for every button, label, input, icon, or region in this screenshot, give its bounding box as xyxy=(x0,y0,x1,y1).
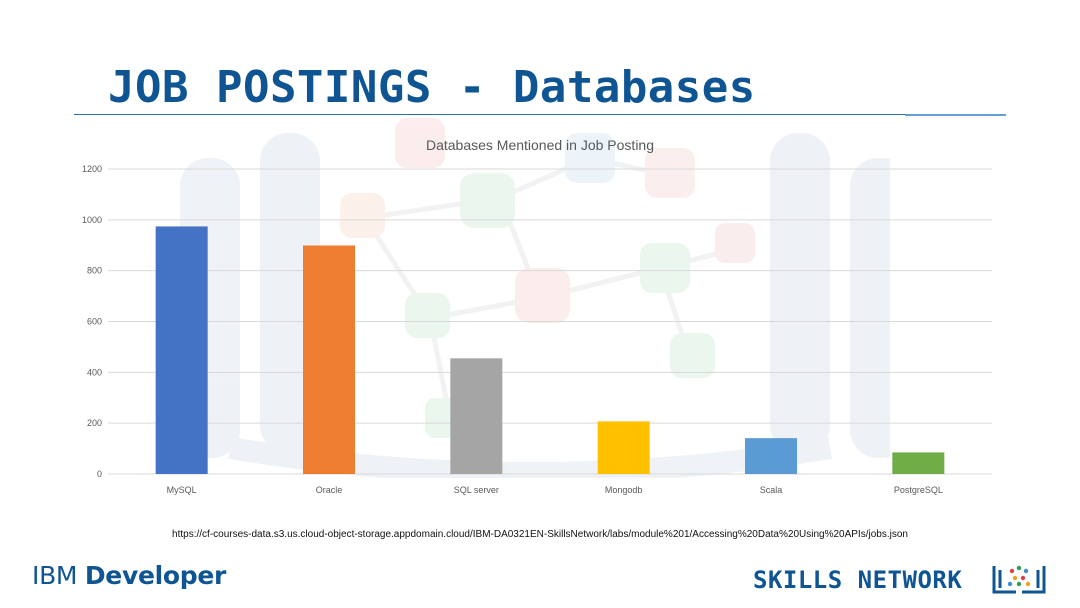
x-axis-categories: MySQL Oracle SQL server Mongodb Scala Postgre… xyxy=(167,485,943,495)
bar-mysql xyxy=(155,226,208,474)
y-tick-label: 200 xyxy=(87,418,102,428)
chart-title: Databases Mentioned in Job Posting xyxy=(426,137,654,153)
title-divider xyxy=(74,114,1006,115)
x-category-label: PostgreSQL xyxy=(894,485,943,495)
gridlines xyxy=(108,168,992,475)
x-category-label: Mongodb xyxy=(605,485,643,495)
x-category-label: SQL server xyxy=(454,485,499,495)
ibm-developer-logo: IBM Developer xyxy=(32,561,226,590)
y-tick-label: 400 xyxy=(87,367,102,377)
developer-wordmark: Developer xyxy=(84,561,227,590)
source-url: https://cf-courses-data.s3.us.cloud-obje… xyxy=(172,529,908,540)
y-tick-label: 1000 xyxy=(82,215,102,225)
ibm-wordmark: IBM xyxy=(32,561,85,590)
bar-chart: Databases Mentioned in Job Posting 0 200 4… xyxy=(82,137,992,495)
x-category-label: MySQL xyxy=(167,485,197,495)
slide-title: JOB POSTINGS - Databases xyxy=(108,62,756,113)
y-tick-label: 800 xyxy=(87,266,102,276)
y-tick-label: 600 xyxy=(87,317,102,327)
bar-scala xyxy=(745,438,797,474)
bars xyxy=(155,226,945,474)
y-tick-label: 1200 xyxy=(82,164,102,174)
bar-postgresql xyxy=(892,452,945,474)
skills-network-logo-icon xyxy=(992,565,1046,594)
bar-mongodb xyxy=(597,421,650,474)
x-category-label: Oracle xyxy=(316,485,343,495)
y-tick-label: 0 xyxy=(97,469,102,479)
title-divider-accent xyxy=(905,114,1006,116)
y-axis-ticks: 0 200 400 600 800 1000 1200 xyxy=(82,164,102,479)
skills-network-wordmark: SKILLS NETWORK xyxy=(753,566,963,594)
bar-sql-server xyxy=(450,358,503,474)
x-category-label: Scala xyxy=(760,485,783,495)
bar-oracle xyxy=(303,245,355,474)
